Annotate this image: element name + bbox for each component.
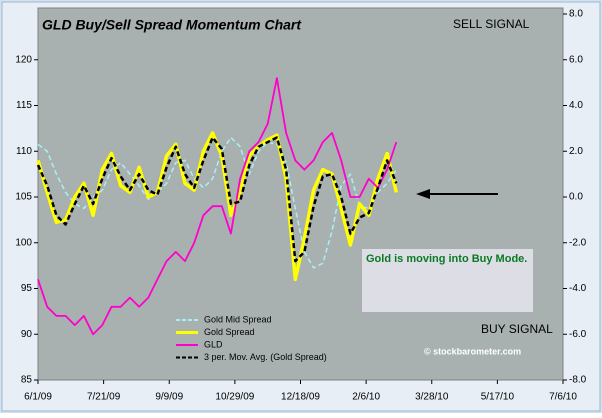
y-tick-label: 105 [15,192,32,203]
x-tick-label: 7/6/10 [549,392,577,403]
legend-label: 3 per. Mov. Avg. (Gold Spread) [204,352,327,362]
y-tick-label: 120 [15,54,32,65]
x-tick-label: 5/17/10 [481,392,515,403]
y-tick-label: 90 [21,329,33,340]
y2-tick-label: -2.0 [569,237,587,248]
x-tick-label: 12/18/09 [281,392,320,403]
x-tick-label: 6/1/09 [24,392,52,403]
series-line [36,136,398,263]
y-tick-label: 95 [21,283,33,294]
y-tick-label: 100 [15,237,32,248]
copyright: © stockbarometer.com [424,346,521,356]
y-tick-label: 115 [16,100,32,111]
y2-tick-label: 2.0 [569,146,583,157]
x-tick-label: 3/28/10 [415,392,449,403]
series-line [37,136,397,269]
sell-signal: SELL SIGNAL [453,17,530,31]
x-tick-label: 2/6/10 [352,392,380,403]
y2-tick-label: 6.0 [569,54,583,65]
chart-title: GLD Buy/Sell Spread Momentum Chart [42,17,302,33]
y2-tick-label: -4.0 [569,283,587,294]
legend-box [170,312,355,365]
y-tick-label: 85 [21,375,33,386]
note-box [362,249,533,312]
series-line [37,77,398,336]
x-tick-label: 9/9/09 [155,392,183,403]
legend-label: GLD [204,339,223,349]
note-text: Gold is moving into Buy Mode. [366,253,527,265]
y2-tick-label: -6.0 [569,329,587,340]
arrow [416,189,498,199]
y2-tick-label: 4.0 [569,100,583,111]
x-tick-label: 10/29/09 [215,392,254,403]
series-line [36,131,399,282]
y2-tick-label: 0.0 [569,192,583,203]
y-tick-label: 110 [16,146,32,157]
legend-label: Gold Mid Spread [204,314,272,324]
buy-signal: BUY SIGNAL [481,322,553,336]
y2-tick-label: -8.0 [569,375,587,386]
x-tick-label: 7/21/09 [87,392,121,403]
y2-tick-label: 8.0 [569,9,583,20]
legend-label: Gold Spread [204,327,255,337]
